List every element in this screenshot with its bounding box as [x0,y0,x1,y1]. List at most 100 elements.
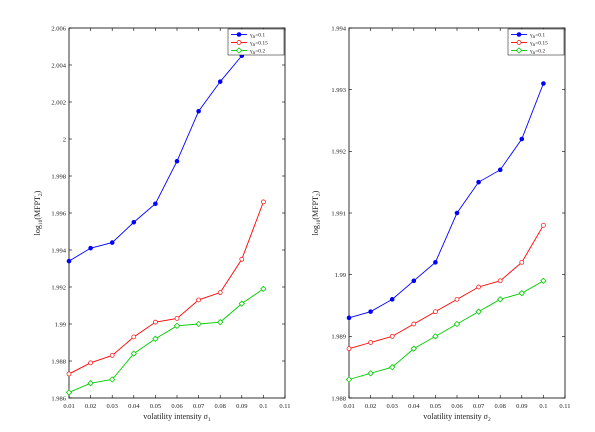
marker-dot [131,219,137,225]
series-2 [66,199,266,377]
marker-diamond [87,380,94,387]
marker-dot [476,179,481,185]
marker-circle [131,334,137,340]
x-tick-label: 0.1 [259,403,267,410]
x-tick-label: 0.06 [451,403,463,410]
marker-dot [454,210,460,216]
marker-diamond [217,318,224,326]
marker-dot [389,297,395,302]
y-tick-label: 2.006 [51,25,66,32]
marker-diamond [497,296,504,303]
y-tick-label: 2 [63,136,66,143]
x-tick-label: 0.05 [150,403,161,410]
x-tick-label: 0.07 [193,403,205,410]
marker-dot [519,136,525,142]
series-1 [346,81,546,321]
y-tick-label: 1.986 [51,395,66,402]
plot-frame [68,27,286,399]
y-tick-label: 1.998 [51,173,66,180]
marker-circle [541,222,546,228]
marker-diamond [195,320,202,328]
x-tick-label: 0.06 [171,403,183,410]
marker-circle [153,319,158,325]
x-tick-label: 0.01 [343,403,354,410]
marker-circle [88,360,93,366]
marker-circle [454,296,460,302]
marker-diamond [238,300,245,307]
x-tick-label: 0.11 [559,403,570,410]
y-tick-label: 2.004 [51,62,66,69]
marker-circle [346,346,352,352]
x-axis-label: volatility intensity σ2 [423,412,491,423]
marker-diamond [540,277,547,284]
marker-dot [497,167,503,173]
y-tick-label: 1.992 [331,149,346,156]
y-tick-label: 1.992 [51,284,66,291]
marker-dot [196,108,201,114]
legend-label: γn=0.15 [249,41,268,49]
marker-dot [109,240,115,245]
marker-diamond [389,364,396,371]
y-tick-label: 1.993 [331,87,346,94]
marker-diamond [515,47,523,54]
x-tick-label: 0.11 [279,403,290,410]
marker-diamond [432,333,439,340]
series-1 [66,29,266,264]
marker-dot [516,32,522,37]
marker-diamond [475,308,482,315]
series-3 [65,285,267,396]
y-axis-label: log10(MFPT2) [311,190,322,235]
marker-circle [239,256,245,262]
marker-dot [66,258,72,264]
y-tick-label: 1.994 [51,247,66,254]
chart-2: 0.01 0.02 0.03 0.04 0.05 0.06 0.07 0.08 0.09 0.1 0… [311,25,571,423]
series-line [68,31,264,262]
series-line [348,280,544,380]
series-line [348,225,544,350]
x-tick-label: 0.1 [539,403,547,410]
series-3 [345,277,547,383]
y-tick-label: 1.988 [331,395,346,402]
x-tick-label: 0.07 [473,403,485,410]
x-tick-label: 0.02 [365,403,376,410]
x-tick-label: 0.04 [408,403,420,410]
x-tick-label: 0.02 [85,403,96,410]
series-2 [346,222,546,352]
marker-diamond [518,290,525,297]
series-line [348,83,544,319]
marker-circle [519,259,525,265]
marker-circle [389,333,395,339]
marker-circle [476,284,481,290]
marker-dot [433,260,438,265]
legend-label: γn=0.1 [529,33,545,41]
marker-diamond [453,320,461,328]
legend-label: γn=0.15 [529,41,548,49]
marker-circle [433,309,438,315]
marker-diamond [152,335,159,342]
marker-diamond [410,345,417,352]
y-tick-label: 1.99 [335,272,346,279]
y-tick-label: 1.994 [331,25,346,32]
marker-diamond [130,350,137,357]
legend-label: γn=0.2 [529,49,545,57]
y-tick-label: 1.99 [55,321,66,328]
marker-diamond [235,47,243,54]
marker-dot [368,309,373,314]
x-axis-label: volatility intensity σ1 [143,412,211,423]
x-tick-label: 0.08 [495,403,506,410]
marker-circle [109,353,115,358]
y-tick-label: 1.989 [331,334,346,341]
marker-diamond [173,322,181,330]
x-tick-label: 0.04 [128,403,140,410]
marker-circle [66,371,72,377]
x-tick-label: 0.03 [107,403,118,410]
marker-circle [497,278,503,284]
legend-label: γn=0.1 [249,33,265,41]
series-line [68,201,264,375]
marker-dot [153,201,158,207]
marker-dot [236,32,242,37]
marker-circle [368,340,373,345]
